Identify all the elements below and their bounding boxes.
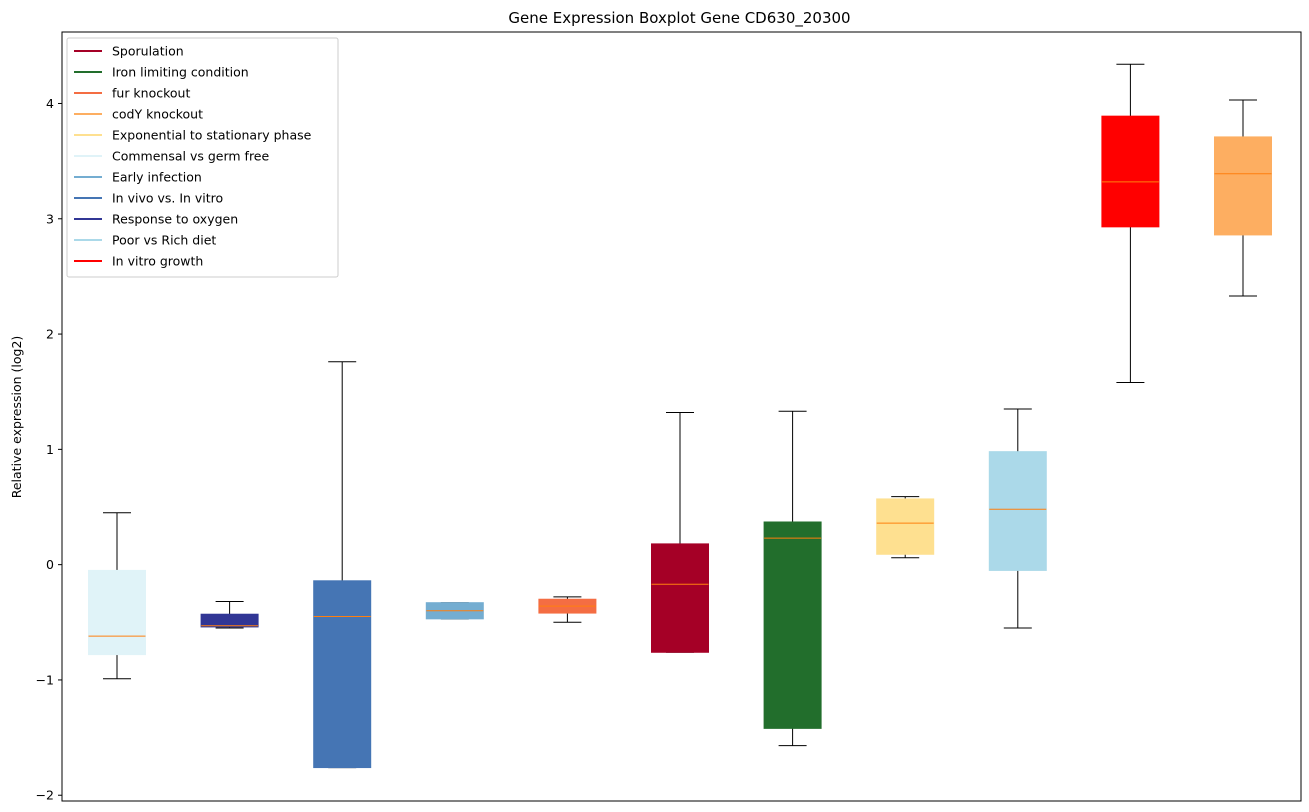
y-axis-label: Relative expression (log2) — [9, 336, 24, 499]
legend-label: In vivo vs. In vitro — [112, 191, 223, 206]
box-group — [1101, 63, 1160, 383]
legend-entry: Exponential to stationary phase — [74, 128, 312, 143]
box-group — [425, 602, 484, 620]
box-group — [538, 596, 597, 623]
legend-entry: Commensal vs germ free — [74, 149, 269, 164]
legend-label: Early infection — [112, 170, 202, 185]
legend-label: In vitro growth — [112, 254, 203, 269]
chart-title: Gene Expression Boxplot Gene CD630_20300 — [508, 9, 850, 28]
y-tick-label: 4 — [46, 96, 54, 111]
legend-label: fur knockout — [112, 86, 190, 101]
legend-entry: Early infection — [74, 170, 202, 185]
legend-entry: In vivo vs. In vitro — [74, 191, 223, 206]
box — [313, 580, 372, 769]
legend-frame — [66, 37, 339, 278]
y-tick-label: −1 — [36, 672, 54, 687]
legend-entry: Sporulation — [74, 44, 184, 59]
legend: Sporulation Iron limiting condition fur kn… — [66, 37, 339, 278]
box — [1101, 115, 1160, 228]
box — [988, 451, 1047, 571]
plot-frame — [61, 31, 1302, 802]
box-group — [988, 408, 1047, 629]
legend-entry: In vitro growth — [74, 254, 203, 269]
y-tick-label: 3 — [46, 211, 54, 226]
legend-entry: Poor vs Rich diet — [74, 233, 216, 248]
legend-label: Commensal vs germ free — [112, 149, 269, 164]
box-group — [763, 410, 822, 747]
box — [200, 613, 259, 628]
box-group — [88, 512, 146, 680]
box-group — [876, 496, 935, 559]
box-group — [651, 411, 709, 653]
legend-entry: Iron limiting condition — [74, 65, 249, 80]
box-group — [313, 361, 372, 769]
plot-area: −2 −1 0 1 2 3 4 — [36, 63, 1272, 803]
box-group — [1214, 99, 1272, 297]
legend-label: Iron limiting condition — [112, 65, 249, 80]
legend-label: codY knockout — [112, 107, 203, 122]
legend-entry: codY knockout — [74, 107, 203, 122]
box — [651, 543, 709, 653]
y-tick-label: 1 — [46, 442, 54, 457]
box — [763, 521, 822, 729]
legend-entry: Response to oxygen — [74, 212, 238, 227]
legend-entry: fur knockout — [74, 86, 190, 101]
legend-label: Sporulation — [112, 44, 184, 59]
box-group — [200, 601, 259, 629]
y-tick-label: 2 — [46, 327, 54, 342]
box — [88, 569, 146, 656]
y-tick-label: 0 — [46, 557, 54, 572]
y-tick-label: −2 — [36, 788, 54, 803]
box — [876, 498, 935, 555]
box — [1214, 136, 1272, 236]
legend-label: Response to oxygen — [112, 212, 238, 227]
legend-label: Exponential to stationary phase — [112, 128, 312, 143]
legend-label: Poor vs Rich diet — [112, 233, 216, 248]
